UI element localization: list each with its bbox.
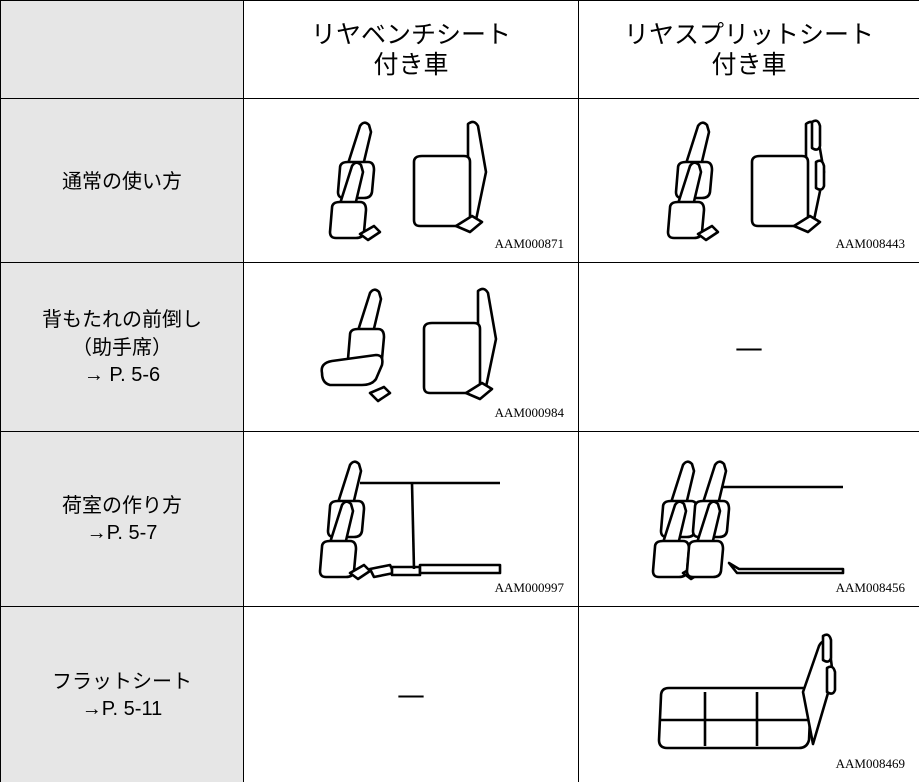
corner-cell <box>0 0 244 99</box>
image-cell: AAM000997 <box>243 431 579 607</box>
image-code: AAM008443 <box>835 236 905 251</box>
image-code: AAM000984 <box>494 405 564 420</box>
header-text: 付き車 <box>711 49 787 79</box>
dash: — <box>397 678 425 711</box>
seat-illustration <box>316 457 502 582</box>
label-text: 背もたれの前倒し <box>42 307 202 331</box>
text-cell: — <box>243 606 579 782</box>
header-cell: リヤスプリットシート 付き車 <box>578 0 919 99</box>
image-cell: AAM008443 <box>578 98 919 263</box>
image-code: AAM008456 <box>835 580 905 595</box>
image-cell: AAM000871 <box>243 98 579 263</box>
seat-illustration <box>320 287 498 402</box>
row-label: 荷室の作り方 →P. 5-7 <box>0 431 244 607</box>
image-code: AAM008469 <box>835 756 905 771</box>
label-text: 通常の使い方 <box>62 168 182 193</box>
image-code: AAM000871 <box>494 236 564 251</box>
header-text: リヤスプリットシート <box>623 19 874 49</box>
dash: — <box>735 330 763 364</box>
label-text: → P. 5-6 <box>83 364 161 386</box>
seat-illustration <box>657 633 837 750</box>
image-cell: AAM008469 <box>578 606 919 782</box>
header-text: リヤベンチシート <box>310 19 511 49</box>
seat-illustration <box>326 120 488 243</box>
row-label: 通常の使い方 <box>0 98 244 263</box>
label-text: 荷室の作り方 <box>62 493 182 517</box>
image-code: AAM000997 <box>494 580 564 595</box>
row-label: 背もたれの前倒し （助手席） → P. 5-6 <box>0 262 244 432</box>
seat-illustration <box>649 459 845 582</box>
text-cell: — <box>578 262 919 432</box>
image-cell: AAM008456 <box>578 431 919 607</box>
label-text: →P. 5-7 <box>86 522 158 544</box>
header-cell: リヤベンチシート 付き車 <box>243 0 579 99</box>
seat-illustration <box>664 118 834 243</box>
label-text: （助手席） <box>72 335 172 359</box>
header-text: 付き車 <box>373 49 449 79</box>
label-text: フラットシート <box>52 668 192 693</box>
image-cell: AAM000984 <box>243 262 579 432</box>
row-label: フラットシート →P. 5-11 <box>0 606 244 782</box>
label-text: →P. 5-11 <box>81 697 163 720</box>
